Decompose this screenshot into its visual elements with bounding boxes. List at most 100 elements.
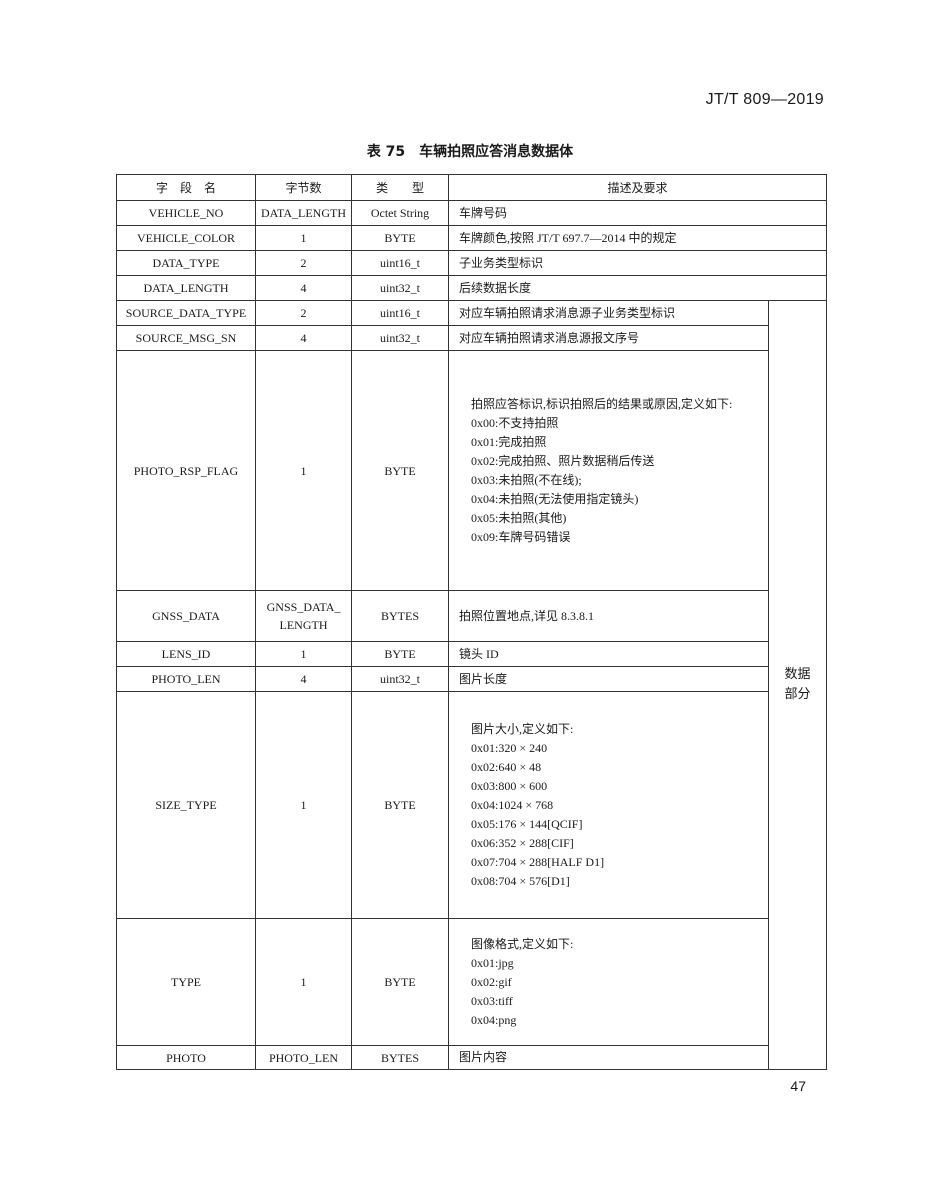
cell-type: uint16_t [351,250,449,276]
cell-bytes: 1 [255,918,352,1046]
description-line: 对应车辆拍照请求消息源子业务类型标识 [459,305,676,320]
table-row: SIZE_TYPE 1 BYTE 图片大小,定义如下: 0x01:320 × 240 0x… [116,691,827,919]
description-line: 0x02:完成拍照、照片数据稍后传送 [471,453,655,468]
cell-description: 拍照应答标识,标识拍照后的结果或原因,定义如下: 0x00:不支持拍照 0x01:完… [448,350,769,591]
cell-description: 子业务类型标识 [447,250,828,276]
message-body-table: 字 段 名 字节数 类 型 描述及要求 VEHICLE_NO DATA_LENGT… [116,174,828,1070]
description-line: 0x02:640 × 48 [471,759,542,774]
table-row: SOURCE_DATA_TYPE 2 uint16_t 对应车辆拍照请求消息源子业务类… [116,300,828,1070]
cell-description: 对应车辆拍照请求消息源子业务类型标识 [448,300,769,326]
description-line: 图片大小,定义如下: [471,721,574,736]
cell-bytes: GNSS_DATA_ LENGTH [255,590,352,642]
description-line: 0x03:tiff [471,993,513,1008]
cell-type: uint32_t [351,275,449,301]
description-line: 0x04:png [471,1012,517,1027]
description-line: 0x07:704 × 288[HALF D1] [471,854,605,869]
description-line: 对应车辆拍照请求消息源报文序号 [459,330,640,345]
description-line: 0x08:704 × 576[D1] [471,873,570,888]
cell-type: Octet String [351,200,449,226]
description-line: 0x05:176 × 144[QCIF] [471,816,583,831]
table-row: DATA_TYPE 2 uint16_t 子业务类型标识 [116,250,828,276]
description-line: 车牌号码 [459,205,508,220]
cell-type: BYTE [351,350,449,591]
description-line: 子业务类型标识 [459,255,544,270]
description-line: 0x03:未拍照(不在线); [471,472,582,487]
cell-description: 图片内容 [448,1045,769,1070]
cell-name: PHOTO_LEN [116,666,256,692]
description-line: 0x04:未拍照(无法使用指定镜头) [471,491,639,506]
cell-description: 对应车辆拍照请求消息源报文序号 [448,325,769,351]
cell-name: TYPE [116,918,256,1046]
cell-bytes: 4 [255,325,352,351]
cell-name: VEHICLE_NO [116,200,256,226]
table-title: 表 75 车辆拍照应答消息数据体 [366,144,574,160]
cell-bytes: 4 [255,275,352,301]
description-line: 0x01:320 × 240 [471,740,548,755]
description-line: 0x02:gif [471,974,512,989]
header-field-name: 字 段 名 [116,174,256,201]
cell-bytes: 1 [255,641,352,667]
cell-description: 图片大小,定义如下: 0x01:320 × 240 0x02:640 × 48 0x0… [448,691,769,919]
description-line: 后续数据长度 [459,280,532,295]
description-line: 0x00:不支持拍照 [471,415,559,430]
cell-description: 拍照位置地点,详见 8.3.8.1 [448,590,769,642]
description-line: 图像格式,定义如下: [471,936,574,951]
cell-type: BYTES [351,1045,449,1070]
header-bytes: 字节数 [255,174,352,201]
cell-name: PHOTO_RSP_FLAG [116,350,256,591]
description-line: 镜头 ID [459,646,499,661]
cell-description: 图片长度 [448,666,769,692]
description-line: 图片长度 [459,671,508,686]
cell-bytes: 1 [255,225,352,251]
cell-bytes: 1 [255,691,352,919]
description-line: 拍照位置地点,详见 8.3.8.1 [459,608,595,623]
table-row: TYPE 1 BYTE 图像格式,定义如下: 0x01:jpg 0x02:gif 0x03:… [116,918,827,1046]
description-line: 0x05:未拍照(其他) [471,510,567,525]
description-line: 0x04:1024 × 768 [471,797,554,812]
cell-type: BYTE [351,918,449,1046]
data-section-label: 数据 部分 [767,300,828,1070]
description-line: 0x03:800 × 600 [471,778,548,793]
table-row: PHOTO PHOTO_LEN BYTES 图片内容 [116,1045,827,1070]
cell-bytes: 2 [255,250,352,276]
table-header-row: 字 段 名 字节数 类 型 描述及要求 [116,174,828,201]
cell-type: uint32_t [351,666,449,692]
cell-type: uint32_t [351,325,449,351]
cell-name: PHOTO [116,1045,256,1070]
table-row: VEHICLE_NO DATA_LENGTH Octet String 车牌号码 [116,200,828,226]
standard-number: JT/T 809—2019 [705,91,824,108]
cell-type: BYTE [351,691,449,919]
cell-name: SIZE_TYPE [116,691,256,919]
cell-name: DATA_LENGTH [116,275,256,301]
description-line: 0x09:车牌号码错误 [471,529,571,544]
cell-bytes: 4 [255,666,352,692]
cell-name: DATA_TYPE [116,250,256,276]
cell-description: 图像格式,定义如下: 0x01:jpg 0x02:gif 0x03:tiff 0x04:… [448,918,769,1046]
page-number: 47 [790,1078,806,1094]
cell-bytes: DATA_LENGTH [255,200,352,226]
table-row: PHOTO_RSP_FLAG 1 BYTE 拍照应答标识,标识拍照后的结果或原因,定义… [116,350,827,591]
cell-description: 后续数据长度 [447,275,828,301]
cell-type: BYTES [351,590,449,642]
cell-bytes: 1 [255,350,352,591]
table-row: LENS_ID 1 BYTE 镜头 ID [116,641,827,667]
cell-bytes: 2 [255,300,352,326]
cell-name: VEHICLE_COLOR [116,225,256,251]
cell-name: SOURCE_MSG_SN [116,325,256,351]
description-line: 图片内容 [459,1050,508,1064]
description-line: 拍照应答标识,标识拍照后的结果或原因,定义如下: [471,396,733,411]
cell-type: BYTE [351,225,449,251]
table-row: GNSS_DATA GNSS_DATA_ LENGTH BYTES 拍照位置地点,详见… [116,590,827,642]
table-row: DATA_LENGTH 4 uint32_t 后续数据长度 [116,275,828,301]
cell-description: 车牌号码 [447,200,828,226]
description-line: 车牌颜色,按照 JT/T 697.7—2014 中的规定 [459,230,677,245]
table-row: SOURCE_MSG_SN 4 uint32_t 对应车辆拍照请求消息源报文序号 [116,325,827,351]
cell-name: GNSS_DATA [116,590,256,642]
description-line: 0x01:完成拍照 [471,434,547,449]
cell-type: uint16_t [351,300,449,326]
table-row: PHOTO_LEN 4 uint32_t 图片长度 [116,666,827,692]
cell-type: BYTE [351,641,449,667]
header-type: 类 型 [351,174,449,201]
header-description: 描述及要求 [447,174,828,201]
cell-name: SOURCE_DATA_TYPE [116,300,256,326]
